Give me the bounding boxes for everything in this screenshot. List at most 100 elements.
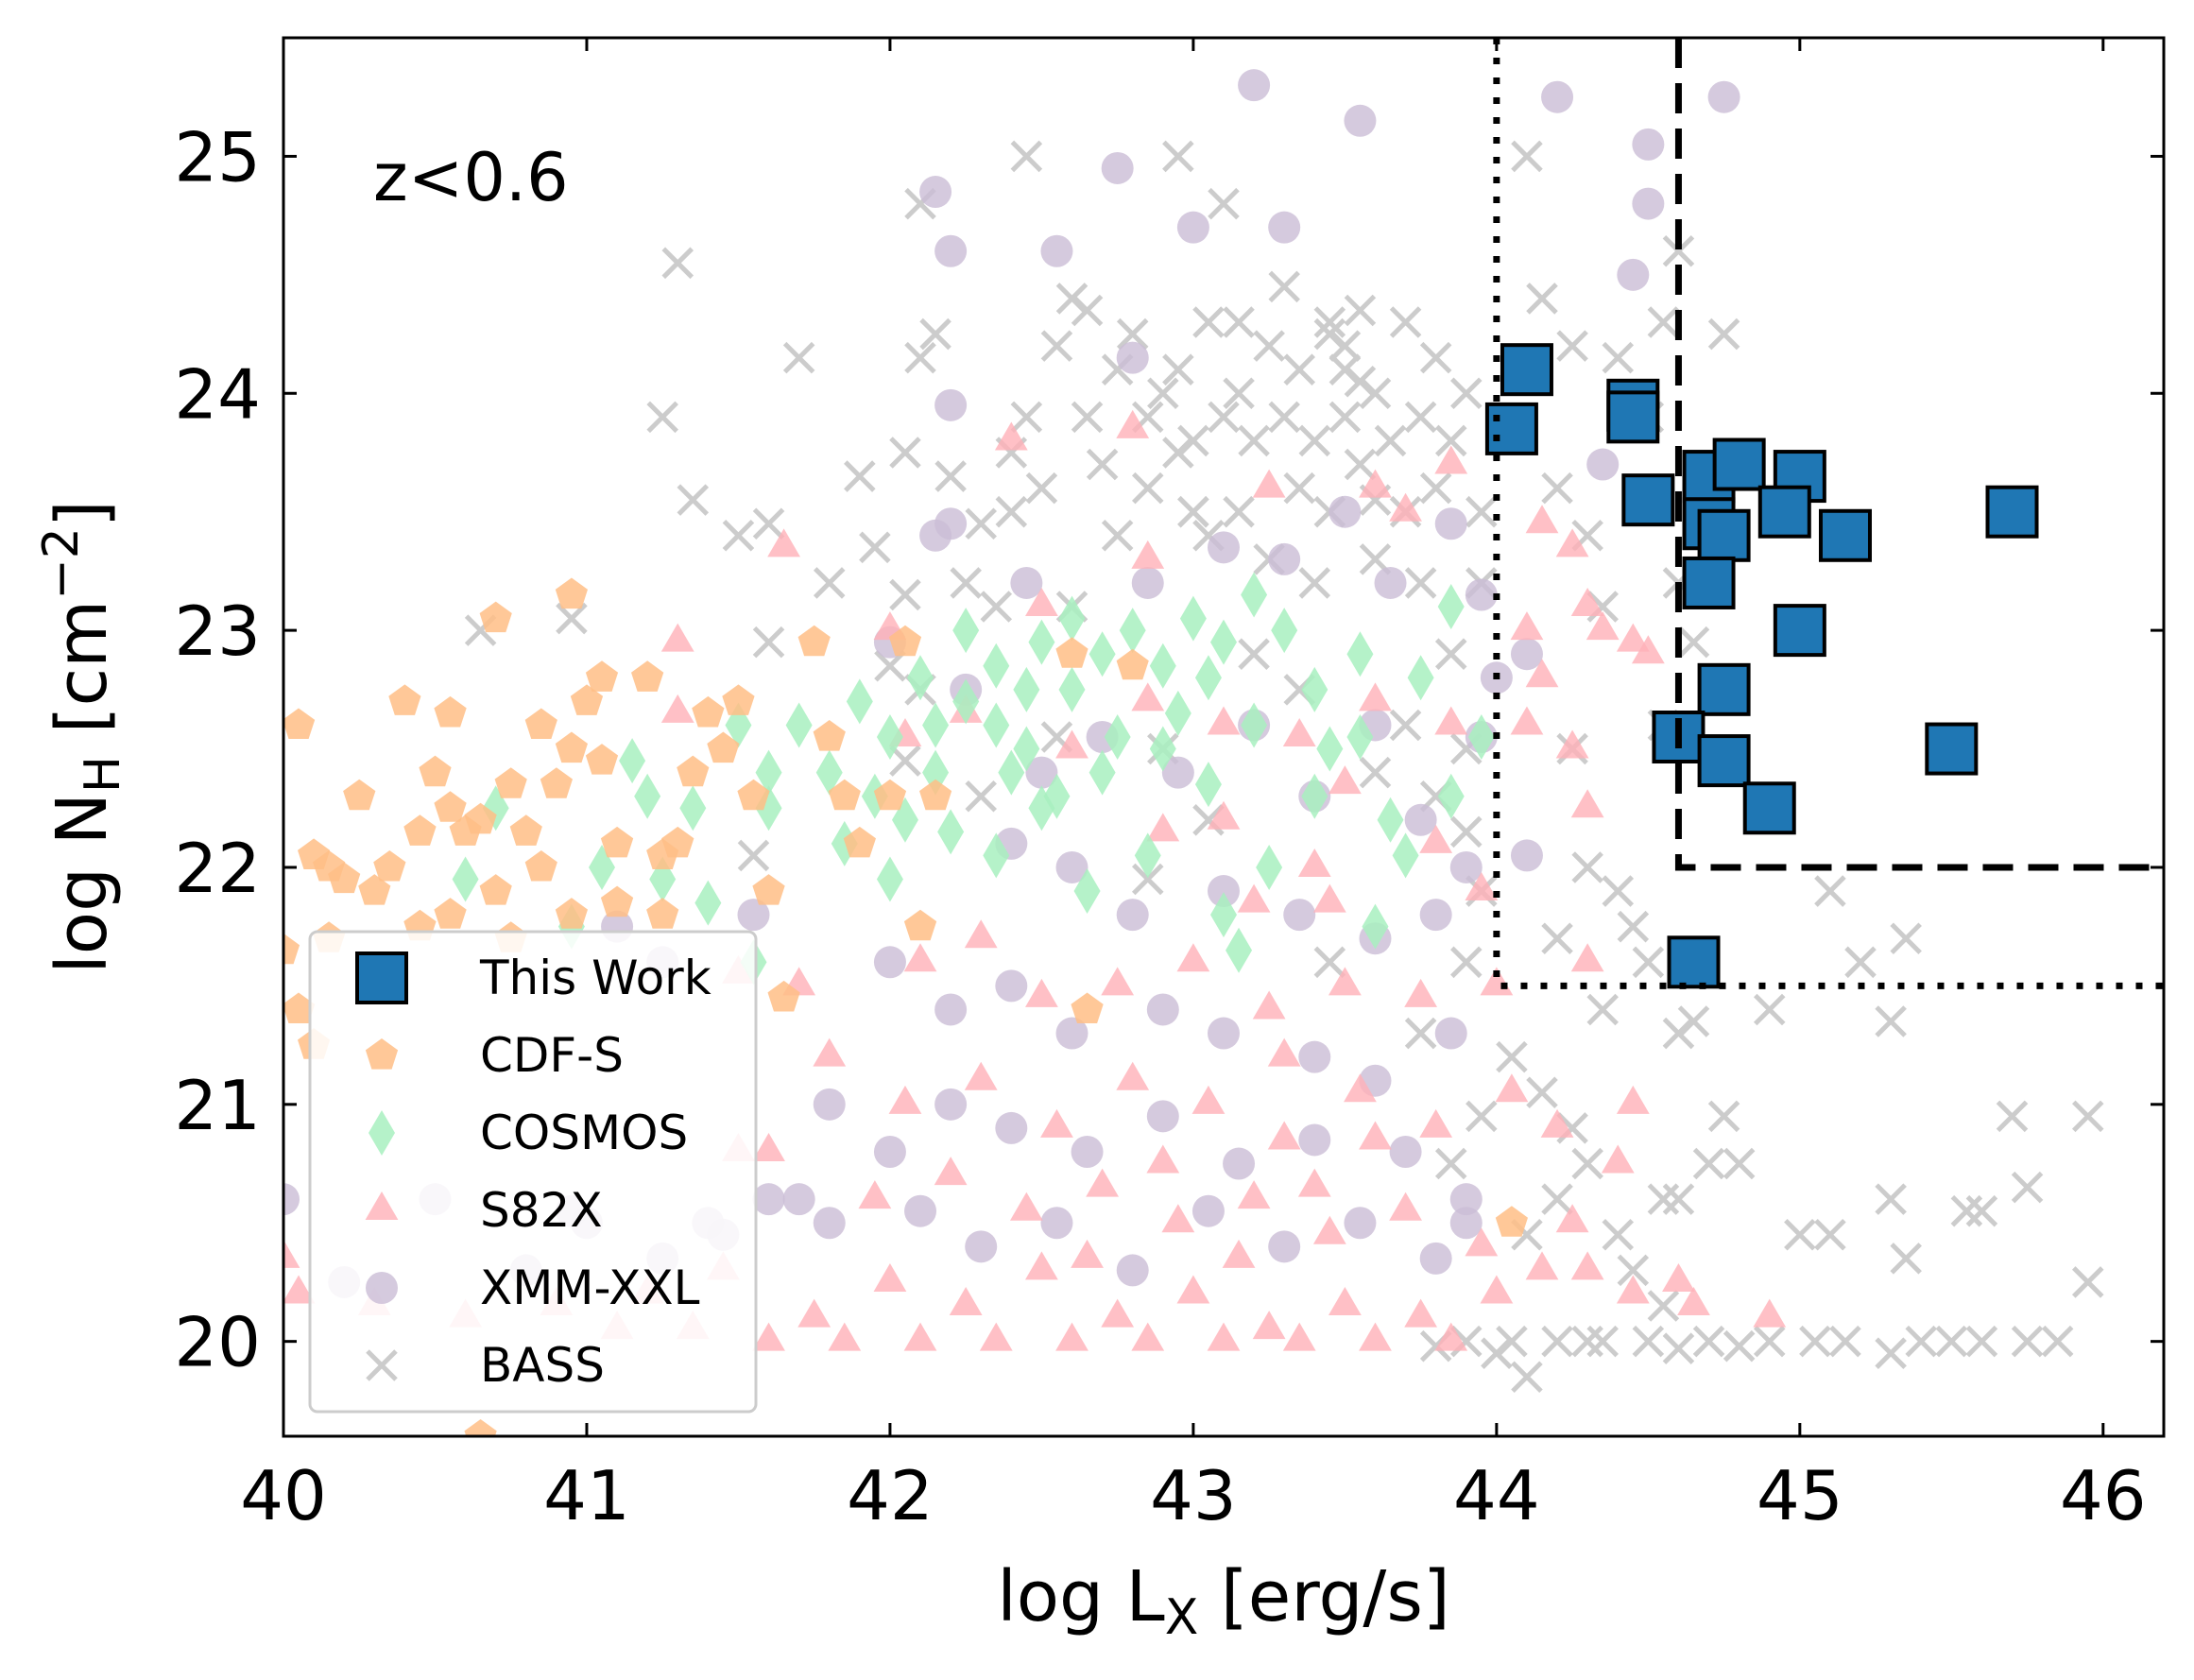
point-cosmos: [755, 749, 782, 796]
point-bass: [1101, 520, 1134, 552]
point-bass: [1602, 875, 1635, 907]
point-bass: [889, 745, 921, 777]
point-s82x: [1570, 588, 1604, 617]
point-this_work: [1682, 556, 1736, 609]
point-xmmxxl: [965, 1230, 998, 1263]
point-cdfs: [509, 814, 542, 846]
point-cdfs: [434, 898, 467, 929]
point-bass: [1541, 922, 1573, 954]
point-cosmos: [1134, 832, 1161, 879]
point-xmmxxl: [1389, 1135, 1422, 1168]
point-cdfs: [434, 695, 467, 728]
point-bass: [1965, 1194, 1998, 1227]
point-cosmos: [694, 880, 722, 926]
legend-marker-xmmxxl: [366, 1272, 398, 1304]
point-cdfs: [646, 898, 679, 929]
point-s82x: [1207, 800, 1241, 830]
point-bass: [1814, 1219, 1846, 1251]
point-bass: [1450, 815, 1483, 849]
point-s82x: [1252, 1311, 1286, 1340]
point-s82x: [1601, 1144, 1635, 1174]
point-xmmxxl: [1268, 542, 1301, 575]
point-s82x: [964, 919, 998, 949]
axis-ticks: 40 41 42 43 44 45 46 20 21 22 23 24 25: [174, 38, 2164, 1535]
point-bass: [1602, 1219, 1635, 1251]
series-bass: [464, 140, 2104, 1394]
legend-label-cdfs: CDF-S: [480, 1028, 624, 1083]
point-cosmos: [998, 749, 1025, 796]
point-this_work: [1773, 604, 1826, 658]
point-this_work: [1712, 437, 1766, 491]
point-this_work: [1757, 485, 1811, 539]
point-s82x: [1207, 1322, 1241, 1351]
point-cdfs: [873, 779, 907, 811]
point-xmmxxl: [1208, 1017, 1240, 1050]
point-bass: [1359, 756, 1392, 789]
point-bass: [2041, 1325, 2074, 1358]
point-cdfs: [903, 909, 937, 941]
point-this_work: [1742, 781, 1796, 835]
point-xmmxxl: [995, 1111, 1028, 1144]
point-s82x: [979, 1322, 1013, 1351]
point-bass: [1586, 993, 1619, 1026]
point-s82x: [1071, 1239, 1104, 1268]
point-bass: [1602, 341, 1635, 374]
point-cdfs: [524, 708, 557, 739]
x-tick-label: 44: [1453, 1456, 1540, 1535]
point-xmmxxl: [737, 899, 770, 932]
point-xmmxxl: [782, 1183, 815, 1216]
legend-label-this_work: This Work: [479, 951, 711, 1005]
point-cosmos: [1316, 726, 1344, 772]
point-xmmxxl: [1116, 899, 1149, 932]
point-s82x: [1131, 540, 1165, 569]
point-bass: [1707, 317, 1740, 351]
point-s82x: [828, 1322, 862, 1351]
point-cosmos: [785, 702, 813, 748]
point-cosmos: [1226, 927, 1253, 973]
point-cosmos: [1013, 726, 1040, 772]
point-bass: [1434, 1147, 1467, 1180]
legend-marker-bass: [366, 1349, 398, 1381]
point-s82x: [1525, 1251, 1559, 1280]
point-cosmos: [1362, 903, 1389, 950]
point-cdfs: [677, 755, 710, 787]
point-bass: [1313, 317, 1346, 351]
point-s82x: [1146, 813, 1180, 842]
point-s82x: [1025, 978, 1058, 1007]
point-bass: [1223, 306, 1255, 338]
point-xmmxxl: [1465, 578, 1498, 611]
point-s82x: [888, 1085, 922, 1114]
point-bass: [1177, 495, 1209, 528]
point-s82x: [1237, 883, 1271, 913]
point-cosmos: [1058, 595, 1086, 642]
point-cosmos: [983, 832, 1010, 879]
point-bass: [1131, 863, 1164, 896]
point-xmmxxl: [1298, 1123, 1331, 1157]
point-bass: [1511, 1361, 1543, 1394]
point-bass: [1723, 1329, 1756, 1363]
point-bass: [1571, 1325, 1603, 1358]
selection-cuts: [1493, 38, 2164, 989]
point-cosmos: [1301, 666, 1328, 712]
point-s82x: [1525, 659, 1559, 688]
point-cdfs: [813, 720, 846, 751]
y-tick-label: 23: [174, 591, 261, 671]
point-bass: [1814, 875, 1846, 907]
dashed-cut-line: [1674, 38, 2164, 871]
x-tick-label: 41: [543, 1456, 630, 1535]
point-cdfs: [464, 1419, 497, 1436]
point-bass: [1071, 401, 1104, 434]
point-s82x: [1025, 588, 1058, 617]
legend: This Work CDF-S COSMOS S82X XMM-XXL BASS: [308, 930, 758, 1414]
point-xmmxxl: [1101, 151, 1134, 184]
point-bass: [1374, 424, 1407, 457]
point-cosmos: [1437, 584, 1465, 630]
point-cdfs: [434, 791, 467, 822]
point-cosmos: [1149, 643, 1176, 689]
point-cdfs: [494, 767, 527, 798]
point-xmmxxl: [919, 176, 952, 209]
point-s82x: [1055, 1322, 1088, 1351]
point-bass: [1571, 1147, 1603, 1180]
